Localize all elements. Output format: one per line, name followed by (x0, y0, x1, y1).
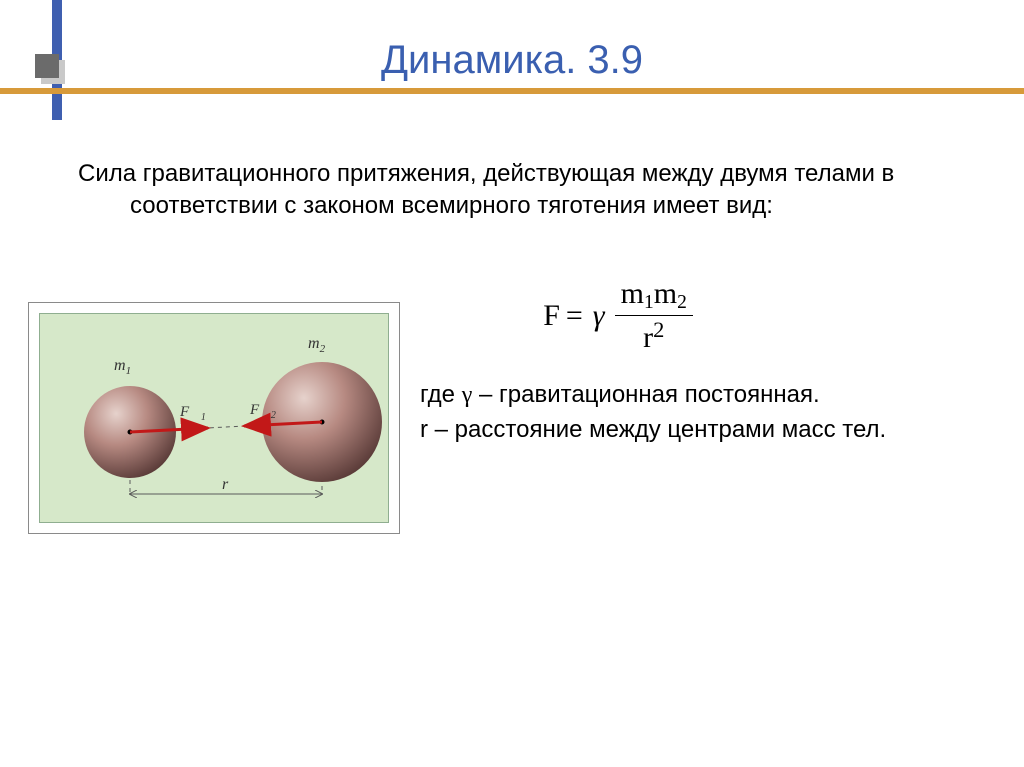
label-r: r (222, 476, 229, 493)
den-r: r (643, 321, 653, 354)
paragraph-text: Сила гравитационного притяжения, действу… (78, 158, 948, 223)
formula-denominator: r2 (643, 316, 664, 354)
definitions: где γ – гравитационная постоянная. r – р… (420, 378, 980, 448)
num-m2-sub: 2 (677, 292, 687, 313)
diagram: m1 m2 F⃗1 F⃗2 r (39, 313, 389, 523)
formula-fraction: m1m2 r2 (615, 278, 693, 354)
diagram-svg: m1 m2 F⃗1 F⃗2 r (40, 314, 388, 522)
slide: Динамика. 3.9 Сила гравитационного притя… (0, 0, 1024, 767)
formula-eq: = (566, 299, 583, 333)
gravity-formula: F = γ m1m2 r2 (498, 278, 738, 354)
body-paragraph: Сила гравитационного притяжения, действу… (78, 158, 948, 223)
def-r: r – расстояние между центрами масс тел. (420, 413, 980, 448)
diagram-frame: m1 m2 F⃗1 F⃗2 r (28, 302, 400, 534)
num-m1-sub: 1 (644, 292, 654, 313)
formula-gamma: γ (589, 299, 609, 333)
den-r-sup: 2 (653, 317, 664, 342)
formula-numerator: m1m2 (615, 278, 693, 316)
num-m1: m (621, 277, 644, 310)
def-gamma-pre: где (420, 381, 462, 408)
def-gamma-post: – гравитационная постоянная. (472, 381, 819, 408)
def-gamma: где γ – гравитационная постоянная. (420, 378, 980, 413)
def-gamma-sym: γ (462, 382, 473, 408)
slide-title: Динамика. 3.9 (0, 38, 1024, 83)
formula-lhs: F (543, 299, 560, 333)
num-m2: m (654, 277, 677, 310)
